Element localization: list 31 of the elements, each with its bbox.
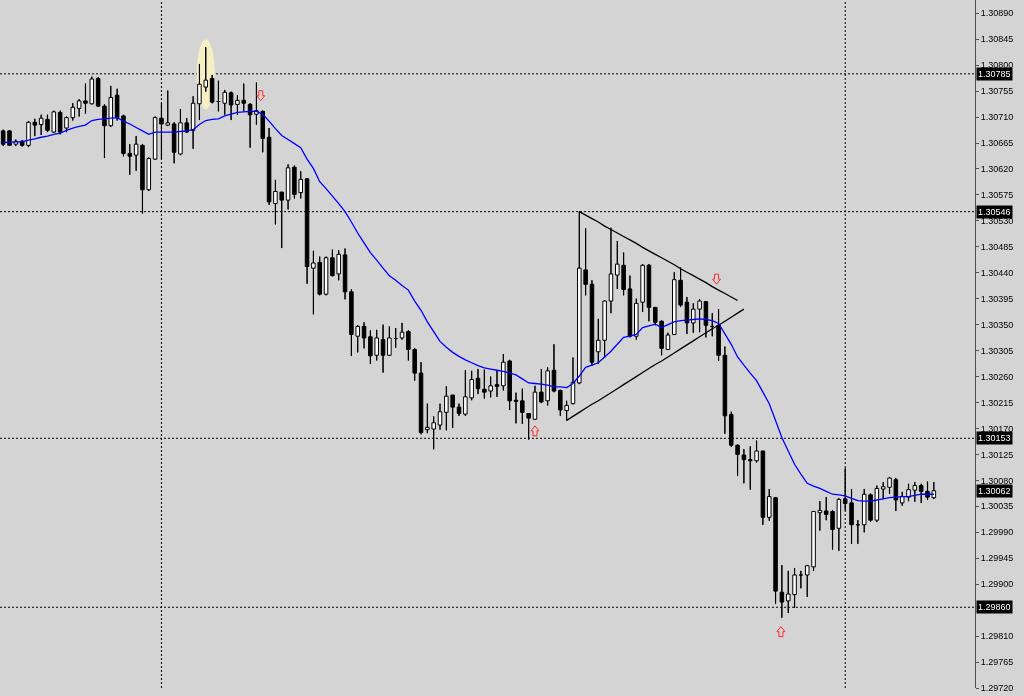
y-tick-label: 1.30305 [980,345,1014,356]
y-tick-label: 1.29900 [980,579,1014,590]
y-tick-label: 1.30485 [980,241,1014,252]
y-tick-label: 1.30260 [980,371,1014,382]
y-tick-label: 1.30755 [980,86,1014,97]
y-tick-label: 1.30080 [980,475,1014,486]
y-tick-label: 1.29765 [980,657,1014,668]
y-tick-label: 1.29720 [980,683,1014,694]
y-tick-label: 1.30710 [980,112,1014,123]
ref-line-label: 1.30153 [978,433,1011,443]
y-tick-label: 1.30800 [980,60,1014,71]
y-tick-label: 1.30845 [980,34,1014,45]
y-tick-label: 1.30350 [980,319,1014,330]
y-tick-label: 1.29945 [980,553,1014,564]
y-tick-label: 1.30575 [980,190,1014,201]
y-tick-label: 1.30665 [980,138,1014,149]
y-tick-label: 1.29990 [980,527,1014,538]
ref-line-label: 1.30546 [978,207,1011,217]
y-tick-label: 1.30440 [980,267,1014,278]
ref-line-label: 1.29860 [978,602,1011,612]
y-tick-label: 1.30395 [980,293,1014,304]
y-tick-label: 1.30620 [980,164,1014,175]
y-tick-label: 1.29810 [980,631,1014,642]
y-tick-label: 1.30890 [980,8,1014,19]
annotation: 1.30062 [978,486,1011,496]
ref-line-label: 1.30785 [978,69,1011,79]
y-tick-label: 1.30530 [980,216,1014,227]
y-tick-label: 1.30215 [980,397,1014,408]
y-tick-label: 1.30035 [980,501,1014,512]
y-tick-label: 1.30125 [980,449,1014,460]
y-tick-label: 1.30170 [980,423,1014,434]
